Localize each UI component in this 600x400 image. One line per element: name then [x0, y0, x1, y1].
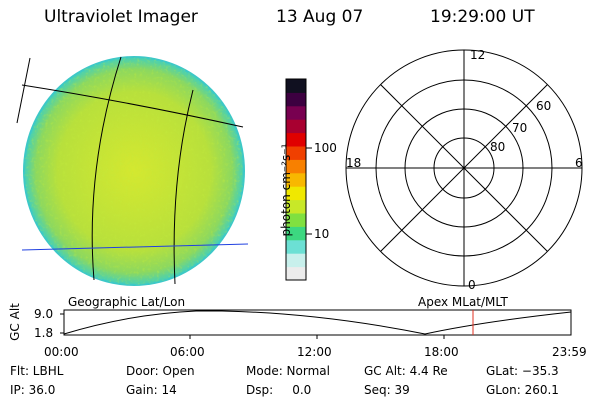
altitude-timeline — [60, 309, 572, 339]
instrument-title: Ultraviolet Imager — [44, 7, 198, 27]
timeline-x-tick: 12:00 — [297, 345, 332, 359]
altitude-curve — [63, 310, 572, 335]
color-bar-segment — [286, 199, 306, 214]
timeline-y-tick-max: 9.0 — [34, 307, 54, 321]
color-bar-segment — [286, 226, 306, 241]
uv-image-disk — [16, 56, 249, 286]
color-bar — [286, 79, 306, 281]
info-glat: GLat: −35.3 — [486, 364, 559, 378]
color-bar-segment — [286, 132, 306, 147]
apex-label: Apex MLat/MLT — [418, 295, 508, 309]
color-bar-segment — [286, 146, 306, 160]
info-dsp: Dsp: 0.0 — [246, 383, 312, 397]
lon-line — [173, 89, 194, 285]
color-bar-segment — [286, 159, 306, 174]
color-bar-segment — [286, 119, 306, 134]
info-gain: Gain: 14 — [126, 383, 177, 397]
info-glon: GLon: 260.1 — [486, 383, 559, 397]
geographic-label: Geographic Lat/Lon — [68, 295, 186, 309]
mlt-label-18: 18 — [346, 156, 362, 170]
timeline-x-tick: 06:00 — [170, 345, 205, 359]
mlat-label-80: 80 — [490, 140, 506, 154]
date-label: 13 Aug 07 — [276, 7, 364, 27]
polar-grid — [345, 49, 583, 287]
color-bar-frame — [285, 78, 307, 281]
info-ip: IP: 36.0 — [10, 383, 56, 397]
timeline-y-tick-min: 1.8 — [34, 326, 54, 340]
mlat-label-60: 60 — [536, 99, 552, 113]
color-bar-segment — [286, 266, 306, 281]
colorbar-unit-label: photon cm⁻²s⁻¹ — [279, 143, 293, 237]
timeline-frame — [63, 309, 572, 336]
time-label: 19:29:00 UT — [430, 7, 535, 27]
timeline-x-tick: 18:00 — [424, 345, 459, 359]
info-door: Door: Open — [126, 364, 195, 378]
mlat-label-70: 70 — [512, 121, 528, 135]
timeline-x-tick: 23:59 — [552, 345, 587, 359]
color-bar-segment — [286, 79, 306, 93]
polar-diagonal — [380, 84, 548, 252]
color-bar-segment — [286, 253, 306, 268]
colorbar-tick-10: 10 — [314, 227, 330, 241]
timeline-x-tick: 00:00 — [44, 345, 79, 359]
colorbar-tick-100: 100 — [314, 141, 337, 155]
horizon-line — [21, 243, 249, 251]
mlt-label-0: 0 — [468, 278, 476, 292]
lon-line — [16, 57, 31, 124]
color-bar-segment — [286, 92, 306, 107]
color-bar-segment — [286, 105, 306, 120]
mlt-label-6: 6 — [575, 156, 583, 170]
color-bar-segment — [286, 172, 306, 187]
info-seq: Seq: 39 — [364, 383, 410, 397]
info-mode: Mode: Normal — [246, 364, 330, 378]
lon-line — [91, 56, 122, 281]
mlt-label-12: 12 — [470, 48, 486, 62]
info-gc-alt: GC Alt: 4.4 Re — [364, 364, 448, 378]
color-bar-segment — [286, 213, 306, 227]
lat-line — [21, 84, 244, 128]
timeline-y-label: GC Alt — [8, 303, 22, 341]
info-filter: Flt: LBHL — [10, 364, 64, 378]
color-bar-segment — [286, 239, 306, 254]
color-bar-segment — [286, 186, 306, 201]
